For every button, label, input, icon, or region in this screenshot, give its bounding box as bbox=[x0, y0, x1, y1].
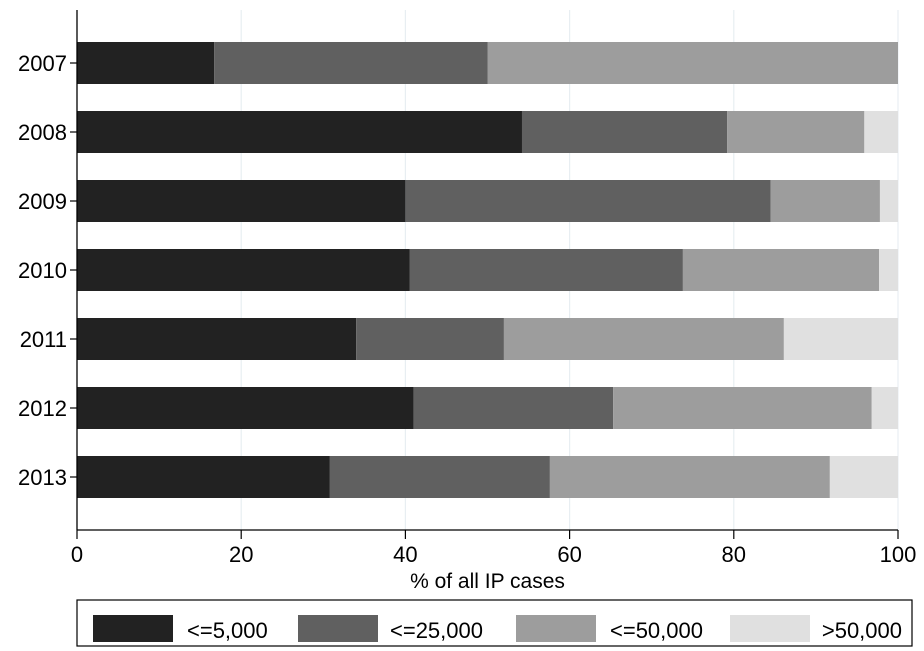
y-tick-label-2011: 2011 bbox=[20, 327, 67, 352]
bar-2013-series-2 bbox=[329, 456, 550, 498]
bar-2012-series-4 bbox=[871, 387, 898, 429]
bar-2009-series-1 bbox=[77, 180, 406, 222]
bar-2011-series-4 bbox=[783, 318, 898, 360]
legend-label-4: >50,000 bbox=[822, 618, 902, 643]
bar-2013-series-3 bbox=[549, 456, 830, 498]
y-tick-label-2009: 2009 bbox=[18, 189, 67, 214]
bar-2011-series-1 bbox=[77, 318, 357, 360]
legend-swatch-3 bbox=[516, 615, 596, 642]
x-axis-title: % of all IP cases bbox=[410, 570, 565, 593]
legend-label-1: <=5,000 bbox=[187, 618, 268, 643]
bar-2013-series-4 bbox=[829, 456, 898, 498]
bar-2009-series-4 bbox=[879, 180, 898, 222]
legend-swatch-2 bbox=[298, 615, 378, 642]
x-tick-labels: 0 20 40 60 80 100 bbox=[71, 530, 916, 567]
bars bbox=[77, 42, 898, 498]
bar-2013-series-1 bbox=[77, 456, 330, 498]
y-tick-label-2013: 2013 bbox=[18, 465, 67, 490]
x-tick-label-20: 20 bbox=[229, 542, 253, 567]
bar-2008-series-4 bbox=[864, 111, 898, 153]
x-tick-label-60: 60 bbox=[557, 542, 581, 567]
x-tick-label-80: 80 bbox=[722, 542, 746, 567]
bar-2012-series-3 bbox=[613, 387, 872, 429]
y-tick-label-2010: 2010 bbox=[18, 258, 67, 283]
bar-2010-series-3 bbox=[682, 249, 880, 291]
x-tick-label-0: 0 bbox=[71, 542, 83, 567]
bar-2010-series-4 bbox=[879, 249, 898, 291]
y-tick-label-2007: 2007 bbox=[18, 51, 67, 76]
bar-2009-series-2 bbox=[405, 180, 771, 222]
bar-2011-series-3 bbox=[503, 318, 784, 360]
x-tick-label-100: 100 bbox=[880, 542, 917, 567]
x-tick-label-40: 40 bbox=[393, 542, 417, 567]
y-tick-label-2008: 2008 bbox=[18, 120, 67, 145]
bar-2007-series-2 bbox=[214, 42, 488, 84]
bar-2008-series-3 bbox=[727, 111, 865, 153]
legend: <=5,000 <=25,000 <=50,000 >50,000 bbox=[76, 599, 913, 647]
bar-2011-series-2 bbox=[356, 318, 504, 360]
bar-2012-series-1 bbox=[77, 387, 414, 429]
legend-swatch-1 bbox=[93, 615, 173, 642]
bar-2009-series-3 bbox=[770, 180, 880, 222]
legend-label-2: <=25,000 bbox=[390, 618, 483, 643]
legend-swatch-4 bbox=[730, 615, 810, 642]
bar-2012-series-2 bbox=[413, 387, 614, 429]
bar-2007-series-3 bbox=[487, 42, 898, 84]
bar-2010-series-1 bbox=[77, 249, 410, 291]
legend-label-3: <=50,000 bbox=[610, 618, 703, 643]
y-tick-labels: 2007 2008 2009 2010 2011 2012 2013 bbox=[18, 51, 77, 490]
bar-2007-series-1 bbox=[77, 42, 215, 84]
bar-2008-series-1 bbox=[77, 111, 522, 153]
bar-2008-series-2 bbox=[521, 111, 728, 153]
y-tick-label-2012: 2012 bbox=[18, 396, 67, 421]
bar-2010-series-2 bbox=[409, 249, 683, 291]
